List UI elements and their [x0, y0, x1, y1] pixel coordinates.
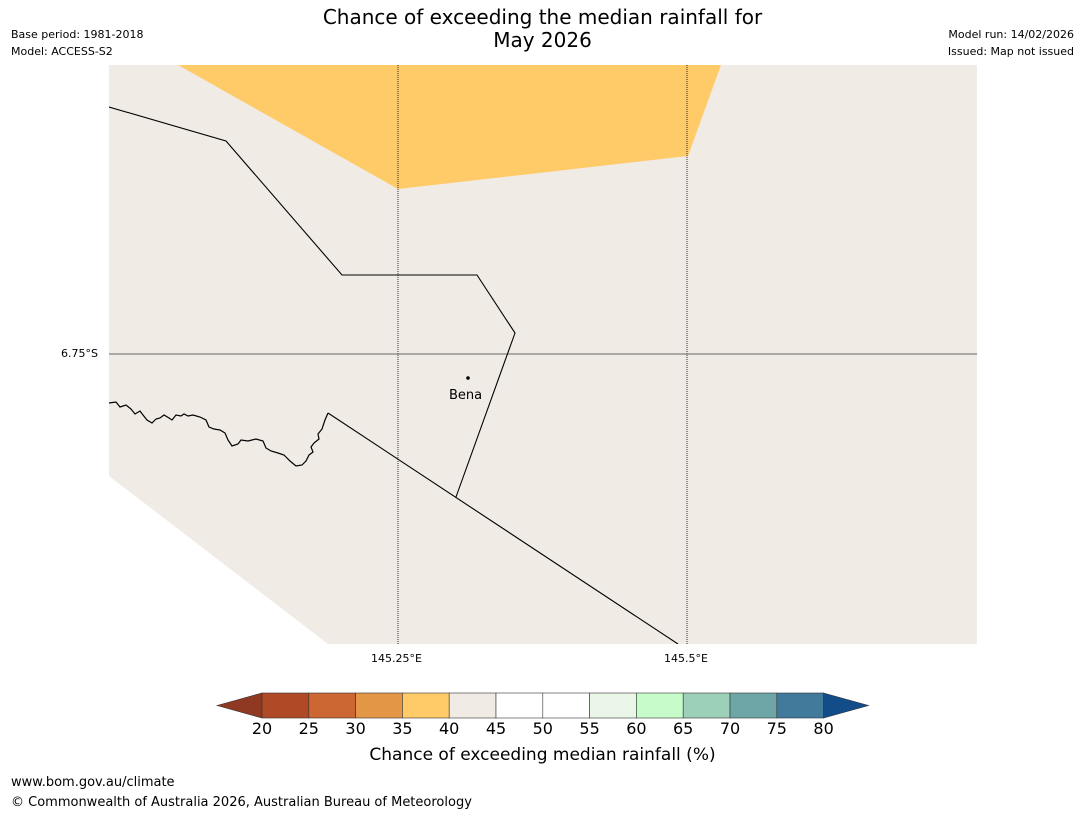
colorbar-tick-65: 65	[673, 719, 694, 738]
meta-left: Base period: 1981-2018 Model: ACCESS-S2	[11, 26, 143, 60]
colorbar-tick-40: 40	[439, 719, 460, 738]
model-run: Model run: 14/02/2026	[948, 28, 1074, 41]
colorbar-extend-low	[215, 692, 263, 719]
colorbar-tick-75: 75	[766, 719, 787, 738]
colorbar-swatch-25-30	[308, 692, 356, 719]
province-boundary-south	[327, 412, 679, 644]
province-boundary	[109, 106, 516, 498]
colorbar-swatch-65-70	[682, 692, 731, 719]
colorbar-tick-80: 80	[813, 719, 834, 738]
colorbar-swatch-70-75	[729, 692, 778, 719]
map-title: Chance of exceeding the median rainfall …	[0, 6, 1085, 52]
colorbar-swatch-45-50	[495, 692, 544, 719]
colorbar-swatch-40-45	[448, 692, 497, 719]
colorbar-swatch-50-55	[542, 692, 590, 719]
colorbar-tick-25: 25	[298, 719, 319, 738]
footer-url[interactable]: www.bom.gov.au/climate	[11, 775, 175, 790]
colorbar-swatch-30-35	[355, 692, 403, 719]
lat-label: 6.75°S	[61, 347, 98, 360]
lon-label-145-25: 145.25°E	[371, 652, 422, 665]
colorbar-swatch-20-25	[261, 692, 310, 719]
map-title-line1: Chance of exceeding the median rainfall …	[322, 5, 763, 29]
colorbar-tick-30: 30	[345, 719, 366, 738]
colorbar-tick-55: 55	[579, 719, 600, 738]
colorbar-swatch-75-80	[776, 692, 824, 719]
meta-right: Model run: 14/02/2026 Issued: Map not is…	[948, 26, 1074, 60]
colorbar-tick-60: 60	[626, 719, 647, 738]
footer-copyright: © Commonwealth of Australia 2026, Austra…	[11, 795, 472, 810]
colorbar-title: Chance of exceeding median rainfall (%)	[369, 745, 716, 765]
colorbar-tick-45: 45	[485, 719, 507, 738]
lon-label-145-5: 145.5°E	[664, 652, 708, 665]
colorbar-swatch-55-60	[589, 692, 637, 719]
coastline	[109, 401, 329, 467]
rainfall-band-35-40	[178, 65, 721, 189]
colorbar-swatch-35-40	[402, 692, 450, 719]
base-period: Base period: 1981-2018	[11, 28, 144, 41]
colorbar-tick-35: 35	[392, 719, 413, 738]
issued-status: Issued: Map not issued	[947, 45, 1074, 58]
colorbar-tick-70: 70	[719, 719, 741, 738]
colorbar-extend-high	[823, 692, 870, 719]
colorbar-swatch-60-65	[636, 692, 684, 719]
model-name: Model: ACCESS-S2	[11, 45, 113, 58]
colorbar-tick-20: 20	[251, 719, 273, 738]
place-label-bena: Bena	[449, 388, 483, 403]
map-title-line2: May 2026	[493, 28, 592, 52]
colorbar-tick-50: 50	[532, 719, 553, 738]
bena-marker	[466, 376, 470, 380]
